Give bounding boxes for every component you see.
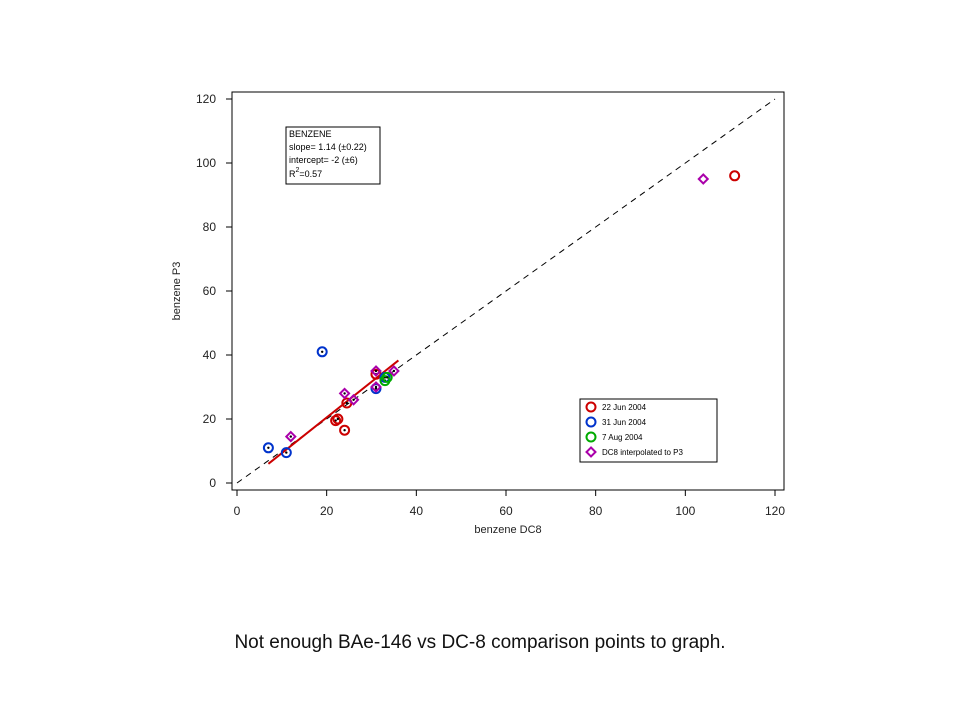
legend-frame — [579, 398, 718, 463]
point-center-dot — [345, 401, 349, 405]
x-tick-label: 0 — [234, 504, 241, 518]
y-axis-title: benzene P3 — [171, 262, 183, 321]
stats-r2-base: R — [289, 169, 296, 179]
data-point — [330, 415, 342, 427]
marker-shape — [338, 387, 351, 400]
data-point — [262, 442, 274, 454]
data-point — [381, 371, 393, 383]
y-tick-label: 20 — [203, 412, 217, 426]
marker-shape — [585, 401, 597, 413]
marker-shape — [330, 415, 342, 427]
marker-shape — [332, 413, 344, 425]
data-point — [370, 365, 382, 377]
marker-shape — [388, 365, 400, 377]
data-point — [729, 170, 741, 182]
legend-marker — [585, 431, 597, 443]
data-point — [338, 387, 351, 400]
stats-slope: slope= 1.14 (±0.22) — [289, 142, 367, 152]
point-center-dot — [343, 392, 346, 395]
y-tick-label: 80 — [203, 220, 217, 234]
marker-shape — [585, 431, 597, 443]
stats-r2: R2=0.57 — [289, 167, 322, 179]
legend-label: 22 Jun 2004 — [602, 403, 647, 412]
stats-box-frame — [285, 126, 381, 185]
y-tick-label: 120 — [196, 92, 216, 106]
data-points — [262, 170, 741, 459]
y-tick-label: 60 — [203, 284, 217, 298]
legend-label: 31 Jun 2004 — [602, 418, 647, 427]
x-tick-label: 80 — [589, 504, 603, 518]
point-center-dot — [343, 429, 346, 432]
marker-shape — [280, 447, 292, 459]
data-point — [697, 173, 710, 185]
marker-shape — [284, 430, 297, 443]
y-tick-label: 40 — [203, 348, 217, 362]
point-center-dot — [352, 398, 355, 401]
x-tick-label: 20 — [320, 504, 334, 518]
x-tick-label: 100 — [675, 504, 695, 518]
marker-shape — [339, 424, 351, 436]
point-center-dot — [374, 369, 378, 373]
legend-label: 7 Aug 2004 — [602, 433, 643, 442]
x-tick-label: 60 — [499, 504, 513, 518]
stats-r2-value: =0.57 — [299, 169, 322, 179]
x-axis-title: benzene DC8 — [474, 524, 541, 536]
legend-marker — [585, 401, 597, 413]
data-point — [332, 413, 344, 425]
point-center-dot — [267, 446, 270, 449]
legend: 22 Jun 2004 31 Jun 2004 7 Aug 2004 DC8 inte… — [579, 398, 718, 463]
marker-shape — [347, 393, 360, 406]
marker-shape — [381, 371, 393, 383]
stats-r2-sup: 2 — [296, 167, 300, 174]
data-point — [284, 430, 297, 443]
point-center-dot — [392, 369, 396, 373]
marker-shape — [316, 346, 328, 358]
data-point — [370, 381, 382, 393]
marker-shape — [370, 365, 382, 377]
point-center-dot — [336, 417, 340, 421]
data-point — [280, 447, 292, 459]
data-point — [339, 424, 351, 436]
x-tick-label: 120 — [765, 504, 785, 518]
point-center-dot — [289, 435, 292, 438]
y-tick-label: 100 — [196, 156, 216, 170]
caption: Not enough BAe-146 vs DC-8 comparison po… — [234, 632, 726, 653]
legend-marker — [585, 416, 597, 428]
marker-shape — [585, 446, 597, 458]
marker-shape — [262, 442, 274, 454]
data-point — [347, 393, 360, 406]
data-point — [388, 365, 400, 377]
point-center-dot — [374, 385, 378, 389]
marker-shape — [370, 383, 382, 395]
axis-ticks: 0 20 40 60 80 100 120 0 20 40 60 80 100 120 — [196, 92, 785, 518]
y-tick-label: 0 — [209, 476, 216, 490]
x-tick-label: 40 — [410, 504, 424, 518]
marker-shape — [370, 381, 382, 393]
marker-shape — [585, 416, 597, 428]
stats-title: BENZENE — [289, 129, 332, 139]
data-point — [316, 346, 328, 358]
legend-marker — [585, 446, 597, 458]
point-center-dot — [285, 451, 288, 454]
point-center-dot — [385, 376, 389, 379]
marker-shape — [729, 170, 741, 182]
point-center-dot — [320, 350, 324, 353]
stats-box: BENZENE slope= 1.14 (±0.22) intercept= -… — [285, 126, 381, 185]
legend-items: 22 Jun 2004 31 Jun 2004 7 Aug 2004 DC8 inte… — [585, 401, 683, 458]
point-center-dot — [334, 419, 337, 422]
stats-intercept: intercept= -2 (±6) — [289, 155, 358, 165]
legend-label: DC8 interpolated to P3 — [602, 448, 683, 457]
marker-shape — [697, 173, 710, 185]
one-to-one-line — [236, 98, 776, 484]
